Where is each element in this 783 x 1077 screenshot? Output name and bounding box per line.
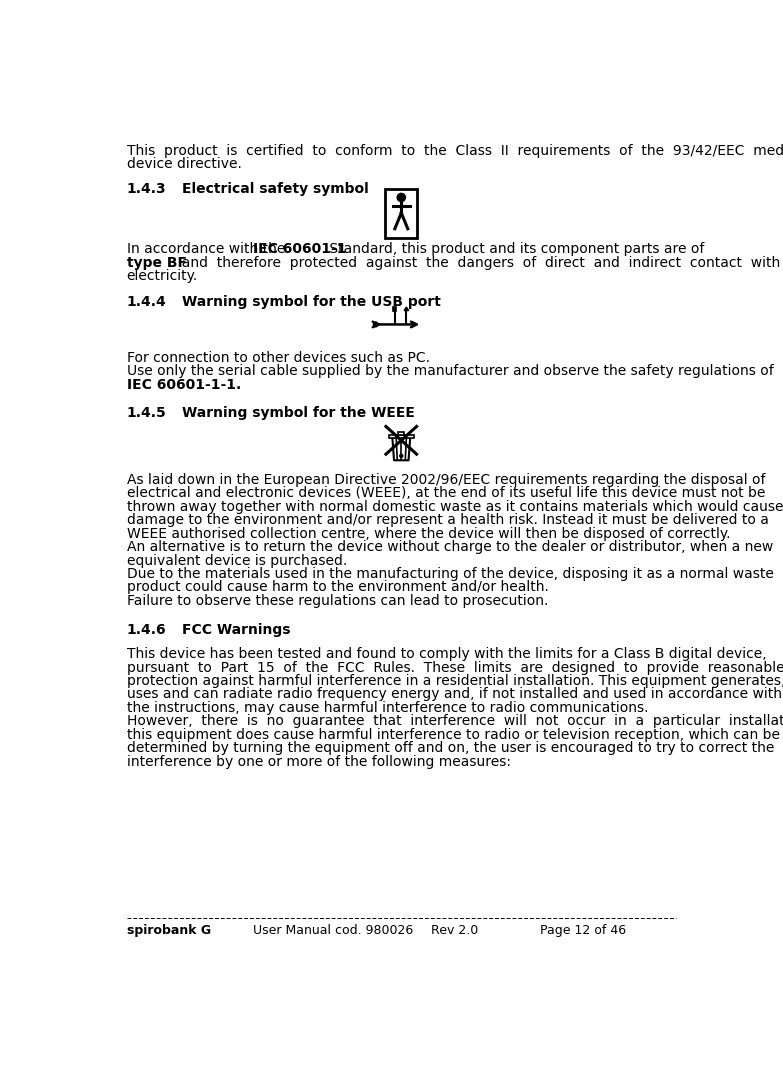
Text: uses and can radiate radio frequency energy and, if not installed and used in ac: uses and can radiate radio frequency ene… xyxy=(127,687,781,701)
Circle shape xyxy=(400,454,402,458)
Text: However,  there  is  no  guarantee  that  interference  will  not  occur  in  a : However, there is no guarantee that inte… xyxy=(127,714,783,728)
Text: Standard, this product and its component parts are of: Standard, this product and its component… xyxy=(325,242,705,256)
Text: 1.4.6: 1.4.6 xyxy=(127,623,166,637)
Text: this equipment does cause harmful interference to radio or television reception,: this equipment does cause harmful interf… xyxy=(127,728,780,742)
Text: equivalent device is purchased.: equivalent device is purchased. xyxy=(127,554,347,568)
Text: For connection to other devices such as PC.: For connection to other devices such as … xyxy=(127,351,430,365)
Text: spirobank G: spirobank G xyxy=(127,924,211,937)
Text: protection against harmful interference in a residential installation. This equi: protection against harmful interference … xyxy=(127,674,783,688)
Text: Page 12 of 46: Page 12 of 46 xyxy=(539,924,626,937)
Circle shape xyxy=(397,194,406,201)
Bar xyxy=(388,435,414,437)
Text: and  therefore  protected  against  the  dangers  of  direct  and  indirect  con: and therefore protected against the dang… xyxy=(173,256,781,270)
Text: Rev 2.0: Rev 2.0 xyxy=(431,924,478,937)
Bar xyxy=(399,432,404,435)
Bar xyxy=(385,188,417,238)
Text: the instructions, may cause harmful interference to radio communications.: the instructions, may cause harmful inte… xyxy=(127,701,648,715)
Text: FCC Warnings: FCC Warnings xyxy=(182,623,290,637)
Text: determined by turning the equipment off and on, the user is encouraged to try to: determined by turning the equipment off … xyxy=(127,741,774,755)
Text: pursuant  to  Part  15  of  the  FCC  Rules.  These  limits  are  designed  to  : pursuant to Part 15 of the FCC Rules. Th… xyxy=(127,660,783,674)
Text: This device has been tested and found to comply with the limits for a Class B di: This device has been tested and found to… xyxy=(127,647,767,661)
Text: 1.4.4: 1.4.4 xyxy=(127,295,166,309)
Text: Due to the materials used in the manufacturing of the device, disposing it as a : Due to the materials used in the manufac… xyxy=(127,567,774,581)
Text: Electrical safety symbol: Electrical safety symbol xyxy=(182,182,369,196)
Text: product could cause harm to the environment and/or health.: product could cause harm to the environm… xyxy=(127,581,548,595)
Text: electrical and electronic devices (WEEE), at the end of its useful life this dev: electrical and electronic devices (WEEE)… xyxy=(127,486,765,500)
Text: 1.4.5: 1.4.5 xyxy=(127,406,166,420)
Text: User Manual cod. 980026: User Manual cod. 980026 xyxy=(253,924,413,937)
Text: electricity.: electricity. xyxy=(127,269,198,283)
Text: Use only the serial cable supplied by the manufacturer and observe the safety re: Use only the serial cable supplied by th… xyxy=(127,364,774,378)
Text: In accordance with the: In accordance with the xyxy=(127,242,289,256)
Text: interference by one or more of the following measures:: interference by one or more of the follo… xyxy=(127,755,511,769)
Text: IEC 60601-1-1.: IEC 60601-1-1. xyxy=(127,378,241,392)
Bar xyxy=(393,307,396,310)
Polygon shape xyxy=(392,437,410,460)
Text: WEEE authorised collection centre, where the device will then be disposed of cor: WEEE authorised collection centre, where… xyxy=(127,527,730,541)
Text: device directive.: device directive. xyxy=(127,157,241,171)
Text: type BF: type BF xyxy=(127,256,186,270)
Text: This  product  is  certified  to  conform  to  the  Class  II  requirements  of : This product is certified to conform to … xyxy=(127,144,783,158)
Text: As laid down in the European Directive 2002/96/EEC requirements regarding the di: As laid down in the European Directive 2… xyxy=(127,473,765,487)
Text: damage to the environment and/or represent a health risk. Instead it must be del: damage to the environment and/or represe… xyxy=(127,513,768,527)
Text: 1.4.3: 1.4.3 xyxy=(127,182,166,196)
Circle shape xyxy=(373,322,378,326)
Text: thrown away together with normal domestic waste as it contains materials which w: thrown away together with normal domesti… xyxy=(127,500,783,514)
Text: Warning symbol for the WEEE: Warning symbol for the WEEE xyxy=(182,406,415,420)
Text: An alternative is to return the device without charge to the dealer or distribut: An alternative is to return the device w… xyxy=(127,540,773,554)
Polygon shape xyxy=(404,307,409,310)
Text: Warning symbol for the USB port: Warning symbol for the USB port xyxy=(182,295,442,309)
Text: IEC 60601-1: IEC 60601-1 xyxy=(253,242,346,256)
Text: Failure to observe these regulations can lead to prosecution.: Failure to observe these regulations can… xyxy=(127,593,548,607)
